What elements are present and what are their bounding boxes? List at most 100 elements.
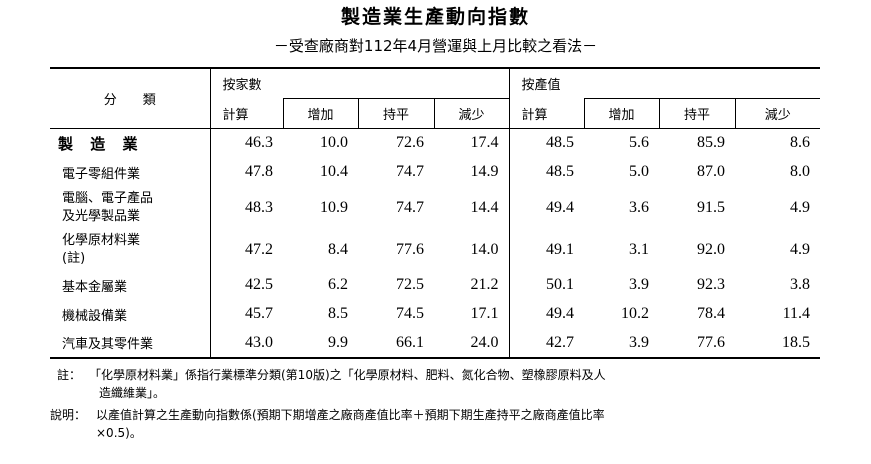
value-cell: 45.7 bbox=[245, 305, 273, 323]
row-label-manufacturing: 製 造 業 bbox=[50, 128, 211, 158]
value-cell: 18.5 bbox=[735, 328, 821, 360]
value-cell: 8.6 bbox=[790, 134, 811, 152]
value-cell: 6.2 bbox=[328, 276, 348, 294]
table-row: 製 造 業 46.3 10.0 72.6 17.4 48.5 5.6 85.9 … bbox=[50, 128, 820, 158]
header-row-top: 分 類 按家數 按產值 bbox=[50, 67, 821, 130]
value-cell: 8.0 bbox=[790, 163, 811, 181]
footnote-line: 註： 「化學原材料業」係指行業標準分類(第10版)之「化學原材料、肥料、氮化合物… bbox=[57, 366, 817, 384]
row-label-line: 化學原材料業 bbox=[62, 232, 141, 248]
footnote: 註： 「化學原材料業」係指行業標準分類(第10版)之「化學原材料、肥料、氮化合物… bbox=[57, 366, 817, 402]
value-cell: 3.9 bbox=[584, 328, 660, 360]
value-cell: 11.4 bbox=[782, 305, 811, 323]
flat-header-count: 持平 bbox=[357, 98, 435, 130]
row-label-chemical-materials: 化學原材料業 (註) bbox=[50, 228, 211, 271]
explanation-note: 說明： 以產值計算之生產動向指數係(預期下期增產之廠商產值比率＋預期下期生產持平… bbox=[50, 406, 810, 442]
header-row-sub: 計算 增加 持平 減少 計算 增加 持平 減少 bbox=[50, 98, 821, 130]
value-cell: 3.6 bbox=[629, 198, 650, 216]
value-cell: 24.0 bbox=[434, 328, 510, 360]
value-cell: 87.0 bbox=[697, 163, 726, 181]
value-cell: 49.1 bbox=[508, 228, 585, 271]
row-label-electronic-components: 電子零組件業 bbox=[50, 157, 211, 187]
value-cell: 49.4 bbox=[508, 186, 585, 229]
value-cell: 21.2 bbox=[470, 276, 499, 294]
value-cell: 4.9 bbox=[790, 240, 811, 258]
row-label-computers-electronics: 電腦、電子產品 及光學製品業 bbox=[50, 186, 211, 229]
value-cell: 48.5 bbox=[508, 157, 585, 187]
value-cell: 17.1 bbox=[470, 305, 499, 323]
explanation-text-continued: ×0.5)。 bbox=[96, 426, 142, 440]
value-cell: 5.0 bbox=[629, 163, 650, 181]
decrease-header-count: 減少 bbox=[433, 98, 510, 130]
value-cell: 3.9 bbox=[629, 276, 650, 294]
value-cell: 91.5 bbox=[697, 198, 726, 216]
value-cell: 43.0 bbox=[210, 328, 283, 360]
value-cell: 77.6 bbox=[659, 328, 736, 360]
increase-header-value: 增加 bbox=[583, 98, 660, 130]
value-cell: 42.7 bbox=[508, 328, 585, 360]
value-cell: 10.0 bbox=[320, 134, 348, 152]
value-cell: 85.9 bbox=[697, 134, 726, 152]
value-cell: 74.5 bbox=[396, 305, 424, 323]
calc-header-value: 計算 bbox=[508, 98, 585, 130]
value-cell: 10.4 bbox=[320, 163, 348, 181]
value-cell: 14.0 bbox=[470, 240, 499, 258]
value-cell: 72.6 bbox=[396, 134, 424, 152]
value-cell: 48.5 bbox=[508, 128, 585, 158]
footnote-label: 註： bbox=[57, 368, 82, 382]
value-cell: 17.4 bbox=[470, 134, 499, 152]
row-label-basic-metals: 基本金屬業 bbox=[50, 270, 211, 300]
explanation-text: 以產值計算之生產動向指數係(預期下期增產之廠商產值比率＋預期下期生產持平之廠商產… bbox=[96, 408, 605, 422]
value-cell: 8.5 bbox=[328, 305, 348, 323]
value-cell: 8.4 bbox=[328, 240, 348, 258]
report-subtitle: －受查廠商對112年4月營運與上月比較之看法－ bbox=[273, 37, 598, 55]
value-cell: 78.4 bbox=[697, 305, 726, 323]
value-cell: 49.4 bbox=[508, 299, 585, 329]
value-cell: 48.3 bbox=[245, 198, 273, 216]
table-row: 電腦、電子產品 及光學製品業 48.3 10.9 74.7 14.4 49.4 … bbox=[50, 186, 820, 229]
value-cell: 3.8 bbox=[790, 276, 811, 294]
value-cell: 10.9 bbox=[320, 198, 348, 216]
value-cell: 92.0 bbox=[697, 240, 726, 258]
value-cell: 14.9 bbox=[470, 163, 499, 181]
value-cell: 3.1 bbox=[629, 240, 650, 258]
footnote-text: 「化學原材料業」係指行業標準分類(第10版)之「化學原材料、肥料、氮化合物、塑橡… bbox=[89, 368, 606, 382]
value-cell: 50.1 bbox=[508, 270, 585, 300]
report-title: 製造業生產動向指數 bbox=[340, 6, 530, 28]
category-header: 分 類 bbox=[50, 67, 211, 130]
value-cell: 10.2 bbox=[621, 305, 650, 323]
value-cell: 46.3 bbox=[245, 134, 273, 152]
footnote-text-continued: 造纖維業」。 bbox=[99, 386, 166, 400]
table-row: 機械設備業 45.7 8.5 74.5 17.1 49.4 10.2 78.4 … bbox=[50, 299, 820, 329]
group-by-count-header: 按家數 bbox=[210, 67, 510, 99]
table-row: 電子零組件業 47.8 10.4 74.7 14.9 48.5 5.0 87.0… bbox=[50, 157, 820, 187]
explanation-label: 說明： bbox=[50, 408, 87, 422]
table-row: 汽車及其零件業 43.0 9.9 66.1 24.0 42.7 3.9 77.6… bbox=[50, 328, 821, 360]
value-cell: 47.8 bbox=[245, 163, 273, 181]
value-cell: 9.9 bbox=[283, 328, 358, 360]
calc-header-count: 計算 bbox=[210, 98, 283, 130]
row-label-machinery: 機械設備業 bbox=[50, 299, 211, 329]
decrease-header-value: 減少 bbox=[734, 98, 821, 130]
production-index-table: 分 類 按家數 按產值 計算 增加 持平 減少 計算 增加 持平 減少 製 造 … bbox=[50, 67, 821, 360]
flat-header-value: 持平 bbox=[658, 98, 736, 130]
row-label-line: 電腦、電子產品 bbox=[62, 190, 154, 206]
value-cell: 74.7 bbox=[396, 198, 424, 216]
row-label-line: 及光學製品業 bbox=[62, 208, 141, 224]
value-cell: 47.2 bbox=[245, 240, 273, 258]
group-by-value-header: 按產值 bbox=[508, 67, 821, 99]
value-cell: 14.4 bbox=[470, 198, 499, 216]
explanation-line: 說明： 以產值計算之生產動向指數係(預期下期增產之廠商產值比率＋預期下期生產持平… bbox=[50, 406, 810, 424]
row-label-motor-vehicles: 汽車及其零件業 bbox=[50, 328, 211, 360]
value-cell: 4.9 bbox=[790, 198, 811, 216]
value-cell: 42.5 bbox=[245, 276, 273, 294]
table-row: 化學原材料業 (註) 47.2 8.4 77.6 14.0 49.1 3.1 9… bbox=[50, 228, 820, 271]
increase-header-count: 增加 bbox=[282, 98, 359, 130]
value-cell: 5.6 bbox=[629, 134, 650, 152]
value-cell: 92.3 bbox=[697, 276, 726, 294]
row-label-line: (註) bbox=[62, 250, 86, 266]
value-cell: 66.1 bbox=[358, 328, 434, 360]
table-row: 基本金屬業 42.5 6.2 72.5 21.2 50.1 3.9 92.3 3… bbox=[50, 270, 820, 300]
value-cell: 77.6 bbox=[396, 240, 424, 258]
value-cell: 74.7 bbox=[396, 163, 424, 181]
value-cell: 72.5 bbox=[396, 276, 424, 294]
